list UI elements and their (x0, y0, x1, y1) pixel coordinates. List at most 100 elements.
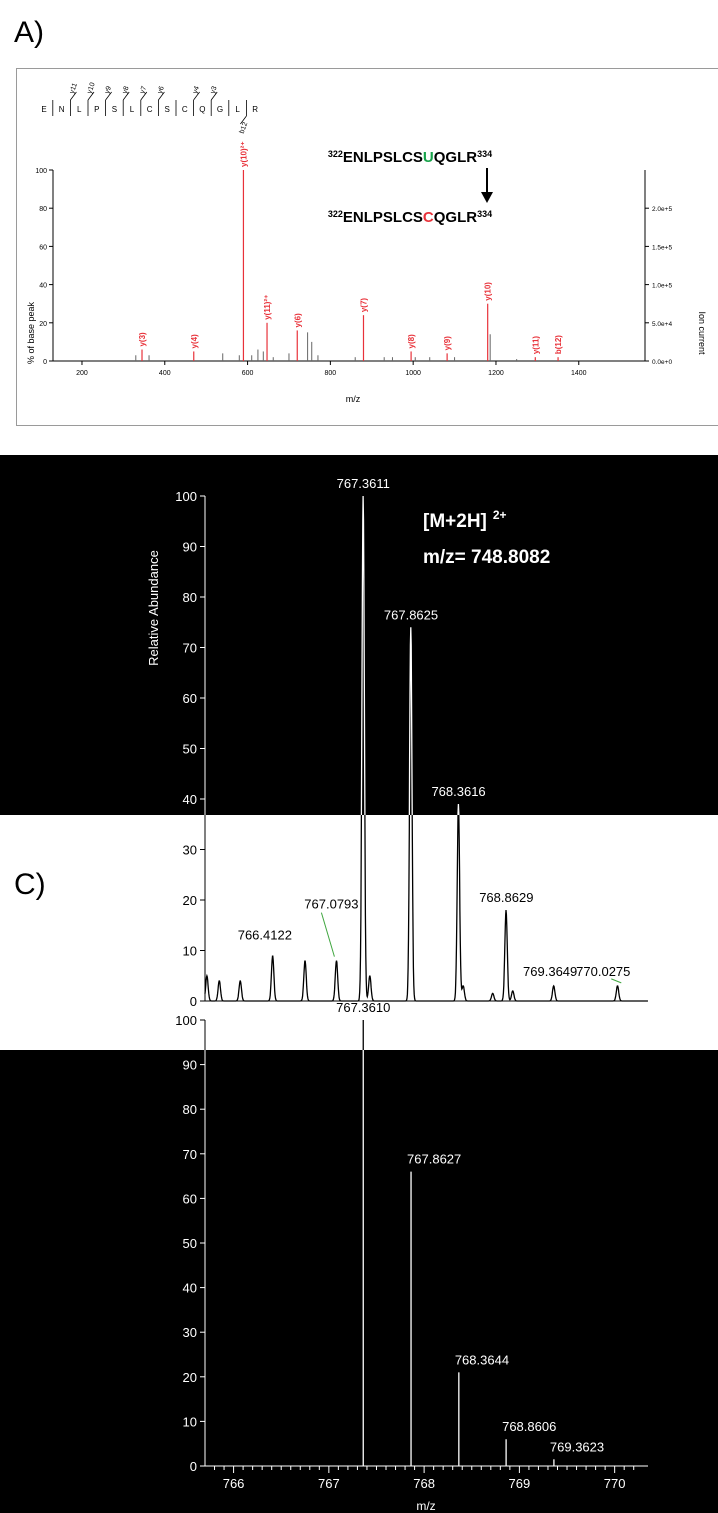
ms2-y2tick-label: 2.0e+5 (652, 206, 672, 213)
ms2-axes: 0 20 40 60 80 100 0.0e+0 5.0e+4 1.0e+5 1.5e+5 2.0e… (35, 168, 672, 377)
seq-top-end: 334 (477, 149, 492, 159)
ms1-profile-peak-label: 769.3649 (523, 964, 577, 979)
ms2-ytick-label: 60 (39, 244, 47, 251)
ms2-xtick-label: 800 (325, 370, 337, 377)
ms1-centroid-peak-label: 769.3623 (550, 1439, 604, 1454)
ms1-profile-ytick-label: 90 (183, 540, 197, 555)
fragment-residue: C (147, 105, 153, 114)
ms2-ytick-label: 0 (43, 359, 47, 366)
b-ion-label: b12 (239, 121, 250, 134)
seq-bottom-before: ENLPSLCS (343, 209, 423, 226)
ms1-profile-ytick-label: 60 (183, 691, 197, 706)
ms1-centroid-peaks (362, 1020, 555, 1466)
seq-bottom-residue: C (423, 209, 434, 226)
ms2-peak-label: b(12) (554, 335, 563, 354)
ms2-y2tick-label: 1.5e+5 (652, 244, 672, 251)
y-ion-tick (70, 91, 77, 101)
y-ion-label: y8 (122, 85, 131, 94)
fragment-residue: S (165, 105, 170, 114)
ms1-centroid-peak-labels: 767.3610 767.8627 768.3644 768.8606 769.3623 (336, 1000, 604, 1454)
ms1-centroid-peak-label: 768.3644 (455, 1352, 509, 1367)
ms2-peak-label: y(7) (359, 298, 368, 313)
ms2-spectrum-frame (16, 68, 718, 426)
ms1-profile-peak-label: 766.4122 (238, 928, 292, 943)
ms1-profile-peak-labels: 767.3611 767.8625 768.3616 768.8629 769.3649… (238, 476, 630, 984)
ms1-profile-ytick-label: 40 (183, 792, 197, 807)
ms2-xtick-label: 600 (242, 370, 254, 377)
ms1-profile-ytick-label: 50 (183, 742, 197, 757)
fragment-residue: Q (199, 105, 205, 114)
seq-top-after: QGLR (434, 149, 477, 166)
ms1-ylabel: Relative Abundance (146, 550, 161, 666)
y-ion-tick (105, 91, 112, 101)
ms2-peak-label: y(11)²⁺ (263, 295, 272, 320)
ion-annotation-line1: [M+2H] 2+ (423, 508, 507, 532)
sequence-annotation: 322ENLPSLCSUQGLR334 322ENLPSLCSCQGLR334 (328, 149, 493, 226)
seq-top-before: ENLPSLCS (343, 149, 423, 166)
ms1-centroid-xtick-label: 766 (223, 1476, 245, 1491)
fragment-residue: E (41, 105, 46, 114)
ms1-centroid-ytick-label: 60 (183, 1191, 197, 1206)
y-ion-label: y3 (210, 85, 219, 94)
panel-b-top-band (0, 455, 718, 815)
ms1-centroid-peak-label: 767.8627 (407, 1152, 461, 1167)
seq-top-residue: U (423, 149, 434, 166)
seq-bottom-end: 334 (477, 209, 492, 219)
fragment-residue: G (217, 105, 223, 114)
ms1-profile-peak-label: 767.3611 (337, 476, 390, 491)
ms1-profile-peak-label: 767.0793 (304, 897, 358, 912)
mutation-arrow-head (481, 192, 493, 203)
ms2-peak-label: y(8) (407, 334, 416, 349)
ms2-peaks: y(3) y(4) y(10)²⁺ y(11)²⁺ y(6) y(7) y(8) y(9) y(… (135, 141, 563, 361)
seq-top: 322ENLPSLCSUQGLR334 (328, 149, 492, 166)
ms2-xlabel: m/z (346, 394, 361, 404)
ms1-profile-peaks (204, 495, 648, 1002)
seq-bottom: 322ENLPSLCSCQGLR334 (328, 209, 492, 226)
ms1-profile-ytick-label: 20 (183, 893, 197, 908)
ms1-profile-trace-lower (204, 815, 648, 1002)
ion-annotation-charge: 2+ (493, 508, 507, 522)
ms2-xtick-label: 400 (159, 370, 171, 377)
b-ion-tick (240, 115, 247, 125)
ms1-profile-peak-label: 768.8629 (479, 890, 533, 905)
ms1-profile-peak-label: 770.0275 (576, 964, 630, 979)
ms1-centroid-ytick-label: 100 (175, 1013, 197, 1028)
ms2-ytick-label: 100 (35, 168, 47, 175)
ms1-centroid-ytick-label: 10 (183, 1414, 197, 1429)
panel-c-label: C) (14, 868, 46, 901)
ms1-centroid-ytick-label: 20 (183, 1370, 197, 1385)
ms1-centroid-xtick-label: 767 (318, 1476, 340, 1491)
ms1-profile-peak-label: 767.8625 (384, 607, 438, 622)
ms1-centroid-ytick-label: 50 (183, 1236, 197, 1251)
y-ion-label: y6 (157, 85, 166, 94)
y-ion-label: y11 (69, 82, 79, 95)
y-ion-tick (193, 91, 200, 101)
ms2-xtick-label: 1000 (405, 370, 421, 377)
ms1-centroid-ytick-label: 30 (183, 1325, 197, 1340)
ms2-y2tick-label: 5.0e+4 (652, 321, 672, 328)
ms1-profile-peak-label: 768.3616 (431, 784, 485, 799)
ms1-profile-trace-upper (360, 495, 460, 815)
fragment-residue: L (130, 105, 135, 114)
fragment-residue: L (77, 105, 82, 114)
y-ion-label: y4 (192, 85, 201, 94)
ms1-profile-ytick-label: 100 (175, 489, 197, 504)
fragment-residue: C (182, 105, 188, 114)
y-ion-tick (87, 91, 95, 101)
y-ion-label: y10 (86, 82, 96, 95)
ms1-centroid-ytick-label: 80 (183, 1102, 197, 1117)
ms2-y2tick-label: 1.0e+5 (652, 283, 672, 290)
ms1-label-leader (320, 912, 335, 957)
seq-top-start: 322 (328, 149, 343, 159)
fragment-residue: P (94, 105, 99, 114)
seq-bottom-after: QGLR (434, 209, 477, 226)
y-ion-tick (140, 91, 148, 101)
y-ion-tick (122, 91, 130, 101)
ion-annotation-line2: m/z= 748.8082 (423, 547, 550, 568)
fragment-residue: L (235, 105, 240, 114)
ms1-centroid-peak-label: 767.3610 (336, 1000, 390, 1015)
ms1-centroid-xtick-label: 768 (413, 1476, 435, 1491)
ms1-profile-ytick-label: 10 (183, 944, 197, 959)
